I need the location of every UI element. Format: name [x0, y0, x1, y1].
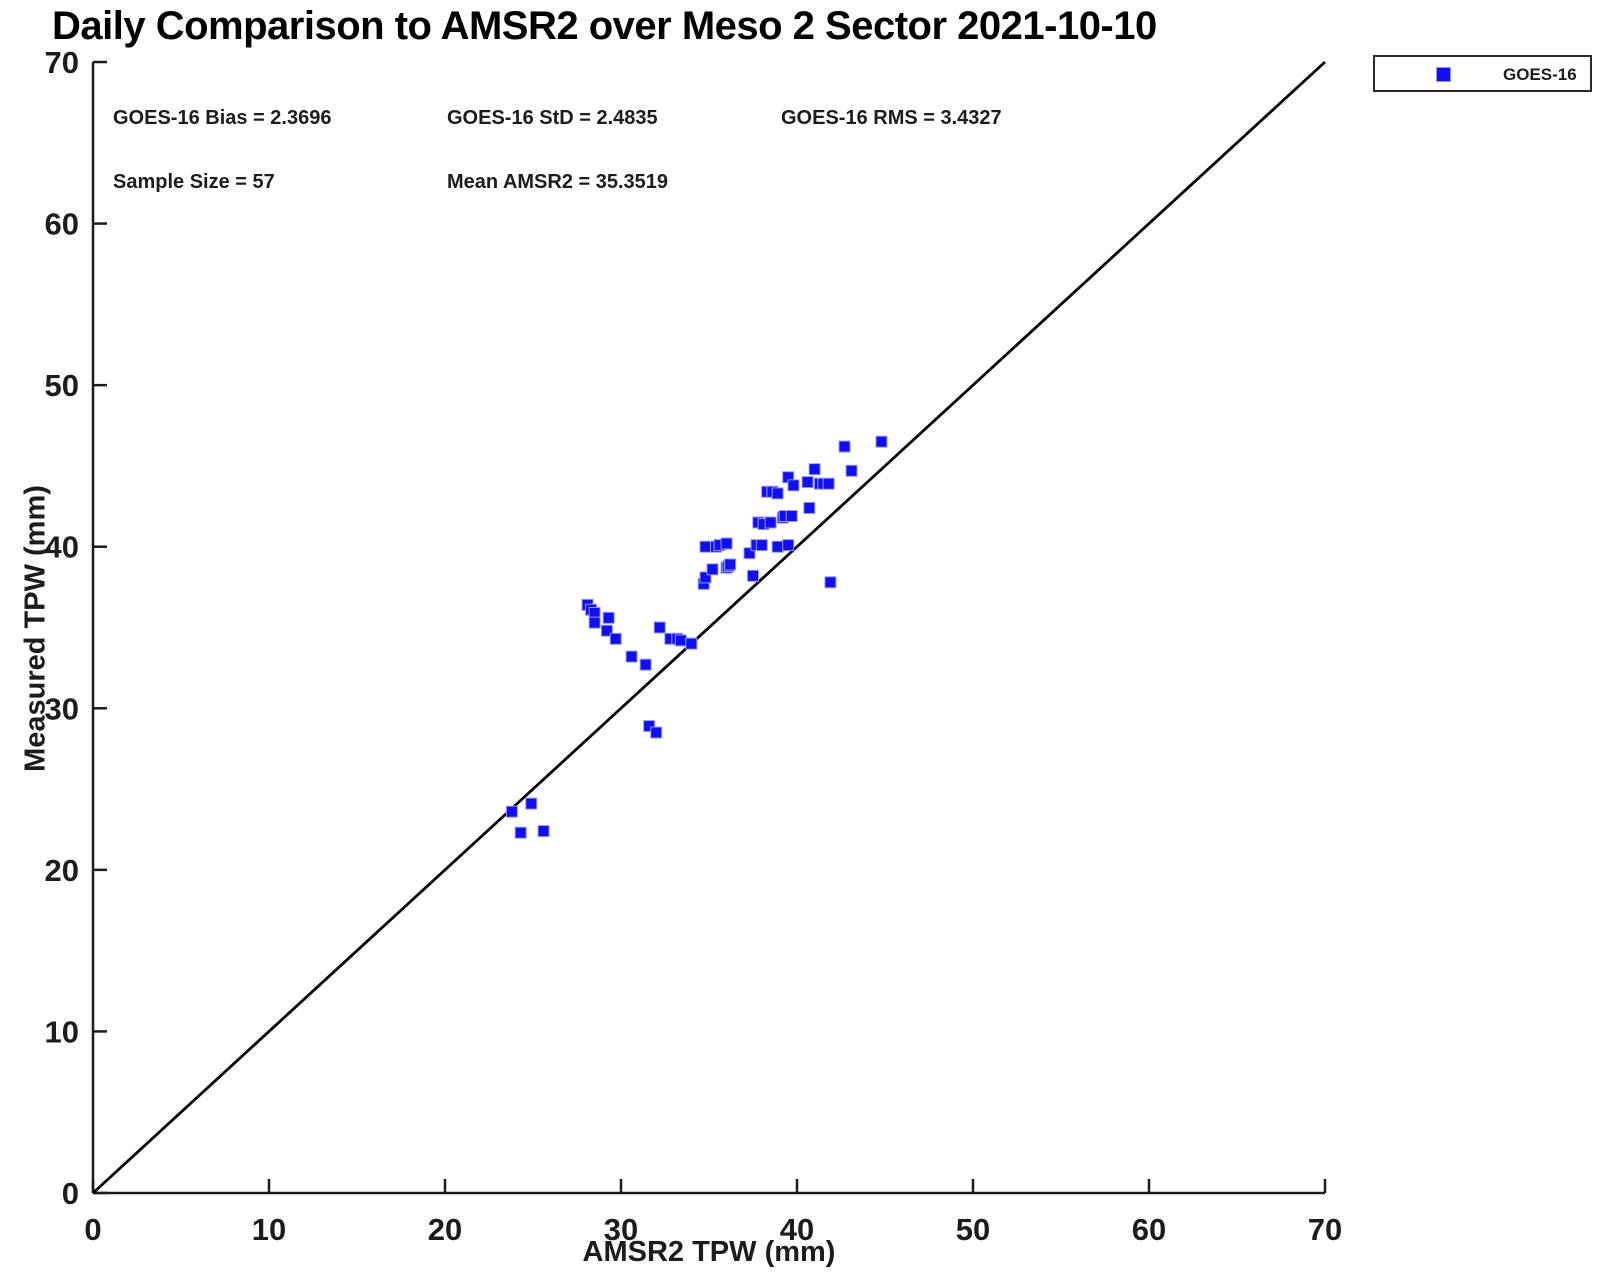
data-point [600, 624, 613, 637]
y-tick-label: 50 [45, 368, 79, 403]
axis-tick-labels: 0 10 20 30 40 50 60 70 0 10 20 30 40 50 60 70 [45, 45, 1343, 1247]
data-point [747, 569, 759, 582]
data-point [505, 805, 518, 818]
y-tick-label: 20 [45, 853, 79, 888]
y-tick-label: 30 [45, 691, 79, 726]
data-point [771, 487, 784, 500]
x-tick-label: 70 [1308, 1212, 1342, 1247]
x-tick-label: 50 [956, 1212, 990, 1247]
identity-line [92, 60, 1326, 1195]
data-point [643, 720, 656, 733]
data-point [588, 616, 601, 629]
data-point [824, 576, 837, 589]
data-point [525, 797, 538, 810]
data-point [808, 463, 821, 476]
data-point [743, 547, 756, 560]
legend-marker-square-icon [1437, 68, 1450, 81]
data-point [838, 440, 851, 453]
data-point [755, 539, 768, 552]
data-point [609, 632, 622, 645]
stat-std: GOES-16 StD = 2.4835 [447, 107, 658, 129]
data-point [720, 537, 733, 550]
x-tick-label: 40 [780, 1212, 814, 1247]
y-tick-label: 10 [45, 1014, 79, 1049]
data-point [602, 611, 615, 624]
data-point [787, 479, 800, 492]
y-tick-label: 40 [45, 530, 79, 565]
data-point [782, 539, 795, 552]
data-point [514, 826, 527, 839]
y-tick-label: 70 [45, 45, 79, 80]
data-point [803, 501, 816, 514]
data-point [875, 435, 888, 448]
x-tick-label: 10 [252, 1212, 286, 1247]
data-point [685, 637, 698, 650]
y-tick-label: 0 [62, 1176, 79, 1211]
data-point [699, 540, 712, 553]
data-point [845, 464, 858, 477]
data-point [771, 540, 784, 553]
y-tick-label: 60 [45, 207, 79, 242]
stat-bias: GOES-16 Bias = 2.3696 [113, 107, 332, 129]
data-point [724, 558, 737, 571]
stat-mean-amsr2: Mean AMSR2 = 35.3519 [447, 171, 669, 193]
stat-sample-size: Sample Size = 57 [113, 171, 275, 193]
data-point [674, 634, 687, 647]
data-point [653, 621, 666, 634]
data-point [625, 650, 638, 663]
data-point [639, 658, 652, 671]
data-point [650, 726, 663, 739]
data-point [537, 825, 550, 838]
data-point [801, 476, 814, 489]
one-to-one-line [92, 60, 1326, 1195]
x-tick-label: 0 [84, 1212, 101, 1247]
axis-ticks [91, 60, 1327, 1195]
x-axis-label: AMSR2 TPW (mm) [582, 1236, 836, 1268]
data-point [706, 563, 719, 576]
data-point [764, 516, 777, 529]
stat-rms: GOES-16 RMS = 3.4327 [781, 107, 1002, 129]
scatter-points [505, 435, 888, 839]
data-point [822, 477, 835, 490]
x-tick-label: 30 [604, 1212, 638, 1247]
data-point [785, 510, 798, 523]
legend: GOES-16 [1373, 55, 1592, 92]
x-tick-label: 60 [1132, 1212, 1166, 1247]
data-point [699, 571, 712, 584]
chart-title: Daily Comparison to AMSR2 over Meso 2 Se… [52, 4, 1157, 48]
legend-label: GOES-16 [1503, 65, 1577, 84]
y-axis-label: Measured TPW (mm) [19, 485, 52, 772]
x-tick-label: 20 [428, 1212, 462, 1247]
